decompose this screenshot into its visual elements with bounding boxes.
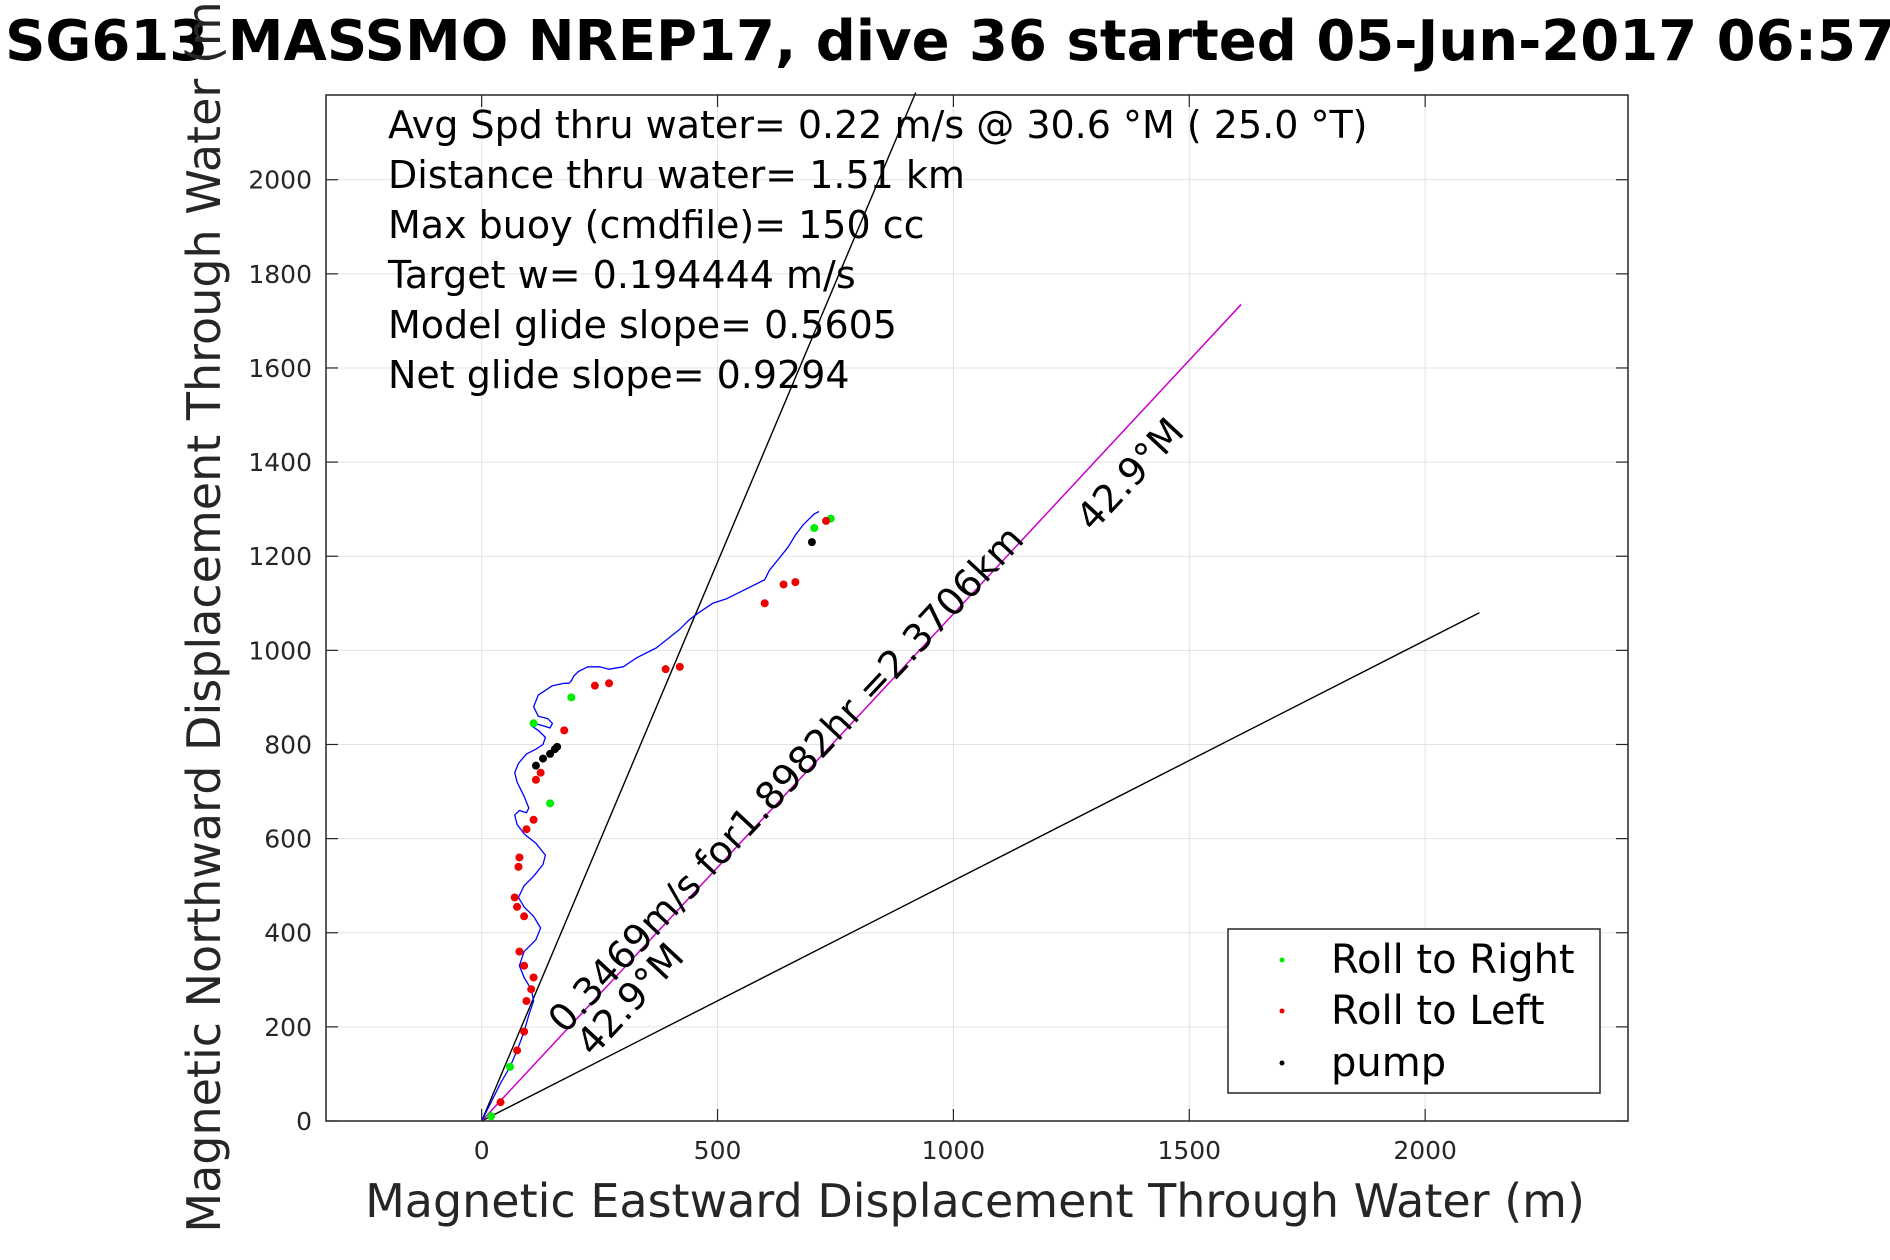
x-tick-label: 1500 bbox=[1157, 1136, 1221, 1165]
info-line-avg-speed: Avg Spd thru water= 0.22 m/s @ 30.6 °M (… bbox=[388, 103, 1368, 147]
x-axis-label: Magnetic Eastward Displacement Through W… bbox=[365, 1174, 1585, 1228]
marker-roll-to-left bbox=[822, 516, 831, 525]
reference-line-left-bound bbox=[481, 92, 917, 1122]
marker-roll-to-right bbox=[810, 523, 819, 532]
y-tick-label: 1000 bbox=[248, 636, 312, 665]
ticks: 0 500 1000 1500 2000 0 200 400 600 800 1000 1200 140… bbox=[248, 95, 1628, 1165]
marker-roll-to-left bbox=[560, 726, 569, 735]
marker-roll-to-left bbox=[522, 996, 531, 1005]
legend-marker-roll-left bbox=[1279, 1008, 1285, 1014]
marker-roll-to-left bbox=[522, 825, 531, 834]
y-tick-label: 800 bbox=[264, 730, 312, 759]
reference-lines bbox=[481, 92, 1480, 1122]
marker-roll-to-left bbox=[520, 961, 529, 970]
y-tick-label: 200 bbox=[264, 1013, 312, 1042]
marker-roll-to-left bbox=[661, 665, 670, 674]
marker-roll-to-left bbox=[520, 912, 529, 921]
marker-roll-to-left bbox=[527, 985, 536, 994]
marker-roll-to-left bbox=[529, 973, 538, 982]
plot-frame bbox=[325, 94, 1629, 1122]
marker-roll-to-left bbox=[531, 775, 540, 784]
marker-pump bbox=[531, 761, 540, 770]
y-tick-label: 1800 bbox=[248, 260, 312, 289]
marker-roll-to-left bbox=[590, 681, 599, 690]
marker-roll-to-left bbox=[536, 768, 545, 777]
legend-box bbox=[1227, 928, 1601, 1094]
y-tick-label: 600 bbox=[264, 825, 312, 854]
y-tick-label: 1600 bbox=[248, 354, 312, 383]
marker-pump bbox=[539, 754, 547, 763]
markers bbox=[487, 514, 835, 1121]
marker-roll-to-right bbox=[505, 1062, 514, 1071]
reference-line-current-vector bbox=[481, 303, 1242, 1122]
info-line-model-glide: Model glide slope= 0.5605 bbox=[388, 303, 897, 347]
x-tick-label: 500 bbox=[694, 1136, 742, 1165]
marker-roll-to-left bbox=[529, 815, 538, 824]
info-line-max-buoy: Max buoy (cmdfile)= 150 cc bbox=[388, 203, 925, 247]
y-axis-label: Magnetic Northward Displacement Through … bbox=[177, 0, 231, 1233]
marker-roll-to-left bbox=[513, 1046, 522, 1055]
marker-roll-to-right bbox=[529, 719, 538, 728]
info-block: Avg Spd thru water= 0.22 m/s @ 30.6 °M (… bbox=[387, 103, 1368, 397]
marker-roll-to-left bbox=[513, 902, 522, 911]
marker-roll-to-left bbox=[779, 580, 788, 589]
y-tick-label: 400 bbox=[264, 919, 312, 948]
chart-title: SG613 MASSMO NREP17, dive 36 started 05-… bbox=[5, 9, 1890, 74]
info-line-target-w: Target w= 0.194444 m/s bbox=[387, 253, 856, 297]
track bbox=[481, 510, 820, 1122]
y-tick-label: 1200 bbox=[248, 542, 312, 571]
marker-roll-to-left bbox=[496, 1098, 505, 1107]
y-tick-label: 0 bbox=[296, 1107, 312, 1136]
legend-label-roll-right: Roll to Right bbox=[1331, 937, 1575, 983]
marker-roll-to-left bbox=[510, 893, 519, 902]
legend-marker-roll-right bbox=[1279, 957, 1285, 963]
legend-label-roll-left: Roll to Left bbox=[1331, 988, 1545, 1034]
y-tick-label: 2000 bbox=[248, 166, 312, 195]
marker-roll-to-left bbox=[515, 853, 524, 862]
x-tick-label: 0 bbox=[474, 1136, 490, 1165]
x-tick-label: 2000 bbox=[1393, 1136, 1457, 1165]
marker-pump bbox=[807, 538, 816, 547]
marker-roll-to-left bbox=[520, 1027, 529, 1036]
y-tick-label: 1400 bbox=[248, 448, 312, 477]
marker-roll-to-right bbox=[546, 799, 555, 808]
marker-roll-to-left bbox=[514, 862, 523, 871]
marker-roll-to-left bbox=[791, 578, 800, 587]
info-line-net-glide: Net glide slope= 0.9294 bbox=[388, 353, 850, 397]
marker-pump bbox=[553, 742, 562, 751]
marker-roll-to-left bbox=[760, 599, 769, 608]
marker-roll-to-left bbox=[515, 947, 524, 956]
info-line-distance: Distance thru water= 1.51 km bbox=[388, 153, 965, 197]
marker-roll-to-right bbox=[487, 1112, 496, 1121]
legend-label-pump: pump bbox=[1331, 1040, 1446, 1086]
marker-roll-to-left bbox=[675, 662, 684, 671]
marker-roll-to-right bbox=[567, 693, 576, 702]
legend: Roll to Right Roll to Left pump bbox=[1227, 928, 1601, 1094]
track-line bbox=[481, 510, 820, 1122]
x-tick-label: 1000 bbox=[922, 1136, 986, 1165]
legend-marker-pump bbox=[1279, 1060, 1285, 1066]
marker-roll-to-left bbox=[605, 679, 614, 688]
reference-line-right-bound bbox=[481, 612, 1480, 1122]
